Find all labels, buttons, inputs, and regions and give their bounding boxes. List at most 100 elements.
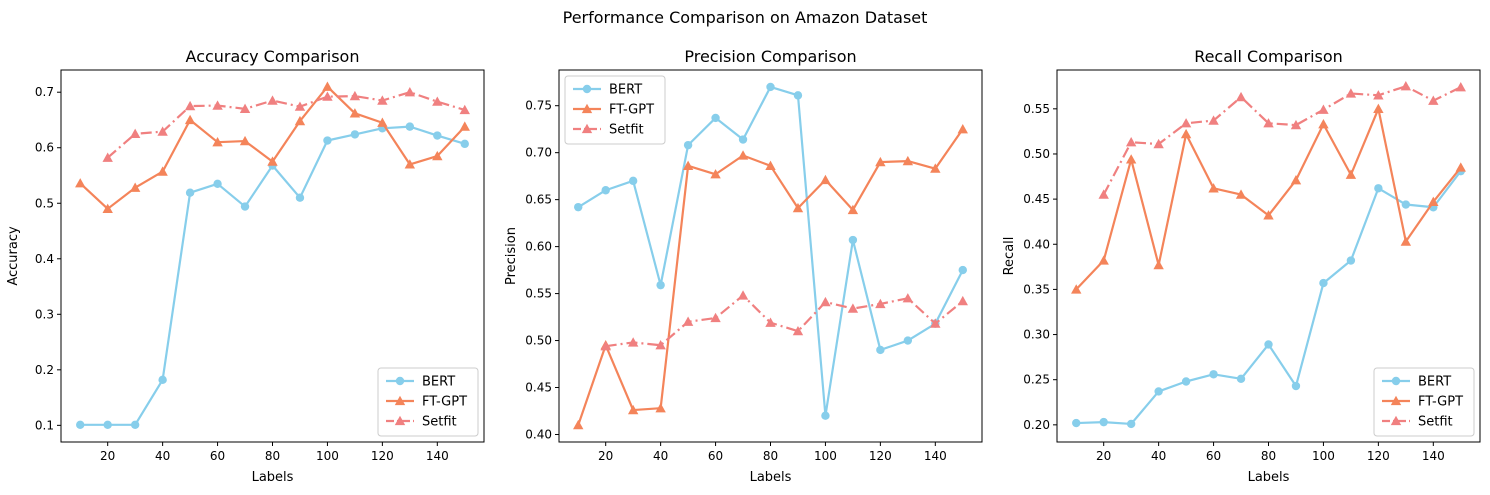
precision-comparison-legend-box — [564, 75, 666, 145]
accuracy-comparison-series-ft-gpt-point — [212, 136, 223, 147]
precision-comparison-y-tick-label: 0.75 — [525, 99, 552, 113]
precision-comparison-series-ft-gpt-point — [682, 160, 694, 170]
precision-comparison-legend-entry-bert-marker — [582, 84, 592, 94]
recall-comparison-series-setfit-point — [1208, 115, 1219, 125]
accuracy-comparison-axes-frame — [60, 69, 485, 443]
precision-comparison-legend-entry-ft-gpt: FT-GPT — [573, 103, 654, 118]
precision-comparison-series-setfit-point — [737, 290, 749, 300]
accuracy-comparison-y-tick-label: 0.1 — [35, 418, 54, 432]
precision-comparison-series-ft-gpt-point — [627, 404, 639, 415]
accuracy-comparison-x-tick-label: 120 — [371, 449, 394, 463]
precision-comparison-series-setfit-point — [765, 317, 776, 327]
recall-comparison-y-axis-label: Recall — [1002, 237, 1017, 276]
recall-comparison-series-setfit-point — [1235, 91, 1247, 102]
accuracy-comparison-series-setfit-point — [404, 87, 416, 97]
recall-comparison-x-tick-label: 40 — [1151, 449, 1166, 463]
precision-comparison-series-bert-point — [958, 265, 967, 275]
recall-comparison-series-ft-gpt-point — [1125, 154, 1137, 164]
recall-comparison-series-ft-gpt-point — [1071, 284, 1082, 294]
precision-comparison-legend-entry-bert: BERT — [573, 83, 642, 98]
recall-comparison-series-ft-gpt-point — [1455, 162, 1466, 172]
recall-comparison-series-ft-gpt-line — [1075, 107, 1462, 291]
accuracy-comparison-series-ft-gpt-point — [459, 121, 470, 131]
precision-comparison-series-setfit-point — [902, 293, 914, 303]
accuracy-comparison-legend-entry-ft-gpt-marker — [394, 395, 406, 406]
precision-comparison-x-tick-label: 40 — [653, 449, 668, 463]
recall-comparison-series-setfit-point — [1290, 119, 1302, 130]
precision-comparison-y-tick-label: 0.40 — [525, 427, 552, 441]
recall-comparison-x-tick-label: 60 — [1206, 449, 1221, 463]
precision-comparison-series-bert — [574, 82, 967, 420]
recall-comparison-legend-box — [1373, 367, 1475, 437]
recall-comparison-series-ft-gpt-point — [1180, 128, 1192, 139]
accuracy-comparison-series-bert-point — [103, 420, 112, 429]
accuracy-comparison-series-ft-gpt-point — [184, 114, 196, 125]
recall-comparison-y-tick-label: 0.30 — [1023, 328, 1050, 342]
precision-comparison-legend-entry-ft-gpt-marker — [581, 103, 593, 114]
accuracy-comparison-y-tick-label: 0.4 — [35, 252, 54, 266]
recall-comparison-legend-entry-bert-marker — [1391, 376, 1401, 386]
recall-comparison-series-setfit-point — [1373, 90, 1384, 100]
precision-comparison-x-axis-label: Labels — [750, 470, 792, 485]
precision-comparison-y-tick-label: 0.60 — [525, 240, 552, 254]
precision-comparison-legend-entry-setfit-label: Setfit — [609, 123, 644, 138]
accuracy-comparison-x-tick-label: 60 — [210, 449, 225, 463]
recall-comparison-series-bert-point — [1126, 419, 1136, 429]
figure-suptitle: Performance Comparison on Amazon Dataset — [563, 8, 928, 27]
accuracy-comparison-series-bert-point — [240, 202, 250, 211]
recall-comparison-series-ft-gpt-point — [1208, 183, 1219, 193]
recall-comparison-series-setfit-point — [1125, 137, 1137, 147]
recall-comparison-series-bert-point — [1374, 184, 1383, 193]
recall-comparison-legend-entry-ft-gpt: FT-GPT — [1382, 395, 1463, 410]
precision-comparison-series-bert-point — [766, 82, 775, 92]
recall-comparison-series-bert-point — [1319, 278, 1328, 288]
precision-comparison-legend-entry-setfit-marker — [581, 123, 593, 134]
precision-comparison-series-ft-gpt-point — [765, 160, 776, 170]
recall-comparison-series-ft-gpt-point — [1263, 210, 1274, 220]
precision-comparison-series-bert-point — [821, 411, 830, 420]
accuracy-comparison-y-tick-label: 0.3 — [35, 307, 54, 321]
accuracy-comparison-series-setfit-point — [459, 104, 470, 115]
accuracy-comparison-series-bert-point — [130, 420, 140, 429]
accuracy-comparison-series-setfit-point — [267, 95, 278, 105]
precision-comparison-series-ft-gpt-point — [792, 202, 804, 213]
recall-comparison-x-tick-label: 120 — [1367, 449, 1390, 463]
recall-comparison-series-ft-gpt-point — [1290, 174, 1302, 185]
precision-comparison-series-bert-point — [683, 140, 693, 150]
accuracy-comparison-series-bert-point — [405, 122, 415, 131]
accuracy-comparison-series-setfit-point — [212, 100, 223, 110]
precision-comparison-series-ft-gpt-point — [875, 156, 886, 167]
accuracy-comparison-legend-entry-ft-gpt: FT-GPT — [386, 395, 467, 410]
recall-comparison-series-setfit-point — [1153, 138, 1164, 149]
accuracy-comparison-series-setfit-point — [432, 96, 443, 106]
precision-comparison-series-bert-point — [574, 202, 583, 212]
recall-comparison-series-setfit-point — [1455, 81, 1466, 92]
accuracy-comparison-series-bert-point — [185, 188, 195, 197]
recall-comparison-series-setfit-point — [1180, 118, 1192, 128]
recall-comparison-axes-frame — [1056, 69, 1481, 443]
subplots: Accuracy Comparison 20 40 60 80 100 120 140 0.1 0… — [6, 47, 1481, 485]
precision-comparison-series-setfit-point — [875, 298, 886, 309]
recall-comparison-series-ft-gpt-point — [1345, 169, 1357, 179]
accuracy-comparison-y-tick-label: 0.2 — [35, 363, 54, 377]
precision-comparison-series-setfit-point — [627, 337, 639, 347]
recall-comparison-series-setfit-line — [1102, 85, 1462, 196]
recall-comparison-series-setfit — [1098, 81, 1466, 199]
accuracy-comparison-series-ft-gpt-point — [239, 135, 251, 146]
precision-comparison-series-bert-point — [738, 135, 748, 144]
precision-comparison-series-ft-gpt-point — [930, 163, 941, 173]
accuracy-comparison-x-tick-label: 140 — [426, 449, 449, 463]
accuracy-comparison-y-axis-label: Accuracy — [6, 226, 21, 286]
accuracy-comparison-series-bert-point — [323, 136, 332, 145]
recall-comparison-series-ft-gpt-point — [1235, 189, 1247, 199]
precision-comparison-series-bert-point — [656, 280, 665, 290]
recall-comparison-y-tick-label: 0.45 — [1023, 192, 1050, 206]
recall-comparison-series-bert-point — [1209, 370, 1218, 379]
accuracy-comparison-legend-entry-bert-label: BERT — [422, 375, 455, 390]
precision-comparison-series-bert-point — [628, 176, 638, 186]
precision-comparison-series-setfit-point — [655, 340, 666, 350]
recall-comparison-panel: Recall Comparison 20 40 60 80 100 120 140 0.20 0.… — [1002, 47, 1481, 485]
precision-comparison-series-setfit-point — [600, 340, 611, 351]
precision-comparison-series-setfit-point — [930, 318, 941, 328]
